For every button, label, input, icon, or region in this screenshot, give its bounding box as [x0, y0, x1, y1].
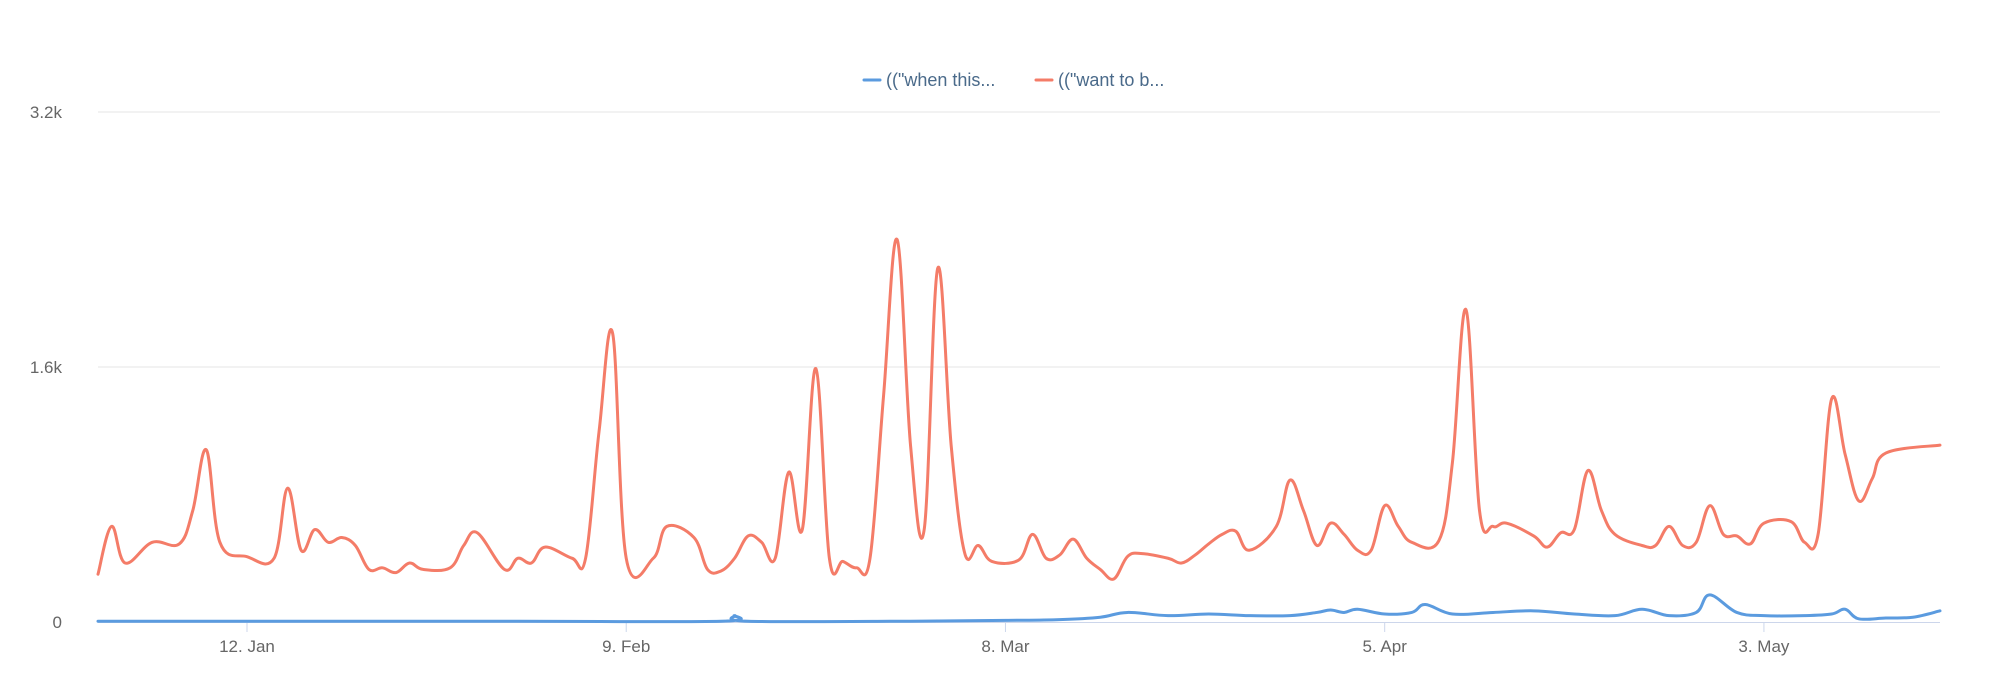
y-tick-label: 3.2k	[30, 103, 63, 122]
legend-item-0[interactable]: (("when this...	[862, 70, 995, 90]
x-tick-label: 8. Mar	[981, 637, 1030, 656]
y-axis: 0 1.6k 3.2k	[30, 103, 63, 632]
y-tick-label: 1.6k	[30, 358, 63, 377]
legend-label: (("want to b...	[1058, 70, 1164, 90]
legend-label: (("when this...	[886, 70, 995, 90]
y-tick-label: 0	[53, 613, 62, 632]
series-line-1[interactable]	[96, 237, 1942, 581]
x-tick-label: 5. Apr	[1362, 637, 1407, 656]
series-line-0[interactable]	[96, 593, 1942, 624]
x-tick-label: 9. Feb	[602, 637, 650, 656]
x-tick-label: 12. Jan	[219, 637, 275, 656]
x-tick-label: 3. May	[1738, 637, 1790, 656]
series-group	[96, 237, 1942, 624]
legend: (("when this... (("want to b...	[862, 70, 1164, 90]
gridlines	[98, 111, 1940, 368]
legend-item-1[interactable]: (("want to b...	[1034, 70, 1164, 90]
x-axis: 12. Jan 9. Feb 8. Mar 5. Apr 3. May	[98, 622, 1940, 656]
